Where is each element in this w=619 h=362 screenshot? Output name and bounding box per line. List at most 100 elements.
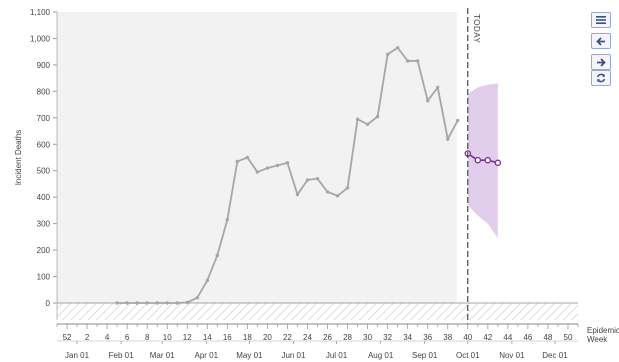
week-tick-label: 34 [403,333,412,342]
week-tick-label: 38 [443,333,452,342]
month-tick-label: Sep 01 [412,351,438,360]
actual-point[interactable] [215,253,220,258]
actual-point[interactable] [426,98,430,103]
week-tick-label: 46 [523,333,532,342]
week-tick-label: 18 [243,333,252,342]
week-tick-label: 16 [223,333,232,342]
actual-point[interactable] [235,159,240,164]
today-label: TODAY [472,14,481,43]
y-axis: 0 100 200 300 400 500 600 700 800 900 1,000 1,100 [30,8,578,320]
actual-point[interactable] [195,296,199,300]
week-tick-label: 26 [323,333,332,342]
actual-point[interactable] [145,301,149,305]
month-tick-label: Oct 01 [456,351,480,360]
actual-point[interactable] [245,155,250,160]
history-background [57,12,457,303]
week-tick-label: 30 [363,333,372,342]
actual-point[interactable] [446,137,450,141]
actual-point[interactable] [315,176,320,181]
y-tick-label: 400 [37,193,51,202]
week-tick-label: 10 [163,333,172,342]
forecast-point[interactable] [474,156,482,164]
month-tick-label: Jun 01 [281,351,306,360]
month-tick-label: May 01 [236,351,263,360]
actual-point[interactable] [185,300,189,305]
week-tick-label: 6 [125,333,130,342]
month-tick-label: Dec 01 [542,351,568,360]
next-button[interactable] [591,54,611,70]
today-marker: TODAY [467,8,481,324]
week-tick-label: 28 [343,333,352,342]
forecast-line [467,152,499,164]
actual-point[interactable] [115,301,119,305]
x-axis: 52 2 4 6 8 10 12 14 16 18 20 22 24 26 28 30 32 34 36 38 40 42… [56,323,579,360]
week-tick-label: 44 [503,333,512,342]
week-tick-label: 4 [105,333,110,342]
week-tick-label: 20 [263,333,272,342]
actual-point[interactable] [125,301,129,305]
refresh-button[interactable] [591,70,611,86]
menu-button[interactable] [591,12,611,28]
actual-point[interactable] [456,118,460,123]
week-tick-label: 48 [543,333,552,342]
actual-point[interactable] [225,217,230,222]
arrow-right-icon [597,57,606,67]
previous-button[interactable] [591,33,611,49]
below-zero-region [57,303,578,320]
week-tick-label: 52 [63,333,72,342]
actual-point[interactable] [305,178,310,182]
actual-point[interactable] [365,122,370,127]
forecast-point[interactable] [484,156,492,164]
menu-icon [596,16,606,24]
actual-point[interactable] [155,301,159,305]
actual-point[interactable] [275,163,280,168]
actual-point[interactable] [285,161,290,165]
week-tick-label: 40 [463,333,472,342]
actual-point[interactable] [135,301,139,305]
week-tick-label: 36 [423,333,432,342]
month-tick-label: Jan 01 [65,351,90,360]
week-tick-label: 24 [303,333,312,342]
y-tick-label: 300 [37,220,51,229]
actual-point[interactable] [265,166,270,170]
y-tick-label: 200 [37,246,51,255]
y-tick-label: 600 [37,140,51,149]
actual-point[interactable] [325,190,330,194]
y-tick-label: 800 [37,87,51,96]
y-tick-label: 100 [37,273,51,282]
week-tick-label: 14 [203,333,212,342]
y-tick-label: 1,100 [30,8,51,17]
month-tick-label: Aug 01 [368,351,394,360]
y-tick-label: 1,000 [30,34,51,43]
actual-point[interactable] [175,301,179,305]
actual-point[interactable] [375,114,380,119]
week-tick-label: 2 [85,333,90,342]
actual-point[interactable] [355,117,360,121]
refresh-icon [596,73,606,83]
actual-point[interactable] [436,85,440,90]
y-tick-label: 700 [37,114,51,123]
actual-point[interactable] [335,194,340,198]
actual-point[interactable] [295,192,300,197]
actual-point[interactable] [165,301,169,305]
actual-point[interactable] [405,59,410,63]
forecast-point[interactable] [494,159,502,167]
actual-point[interactable] [415,59,420,63]
arrow-left-icon [596,36,605,46]
month-tick-label: Nov 01 [499,351,525,360]
actual-point[interactable] [255,170,260,174]
actual-point[interactable] [395,46,400,50]
y-tick-label: 0 [46,299,51,308]
week-tick-label: 22 [283,333,292,342]
series-points [115,46,502,305]
month-tick-label: Mar 01 [150,351,175,360]
actual-point[interactable] [345,186,350,190]
month-tick-label: Feb 01 [109,351,134,360]
week-tick-label: 42 [483,333,492,342]
actual-point[interactable] [385,52,390,57]
actual-point[interactable] [205,278,209,283]
week-tick-label: 8 [145,333,150,342]
month-tick-label: Jul 01 [326,351,348,360]
